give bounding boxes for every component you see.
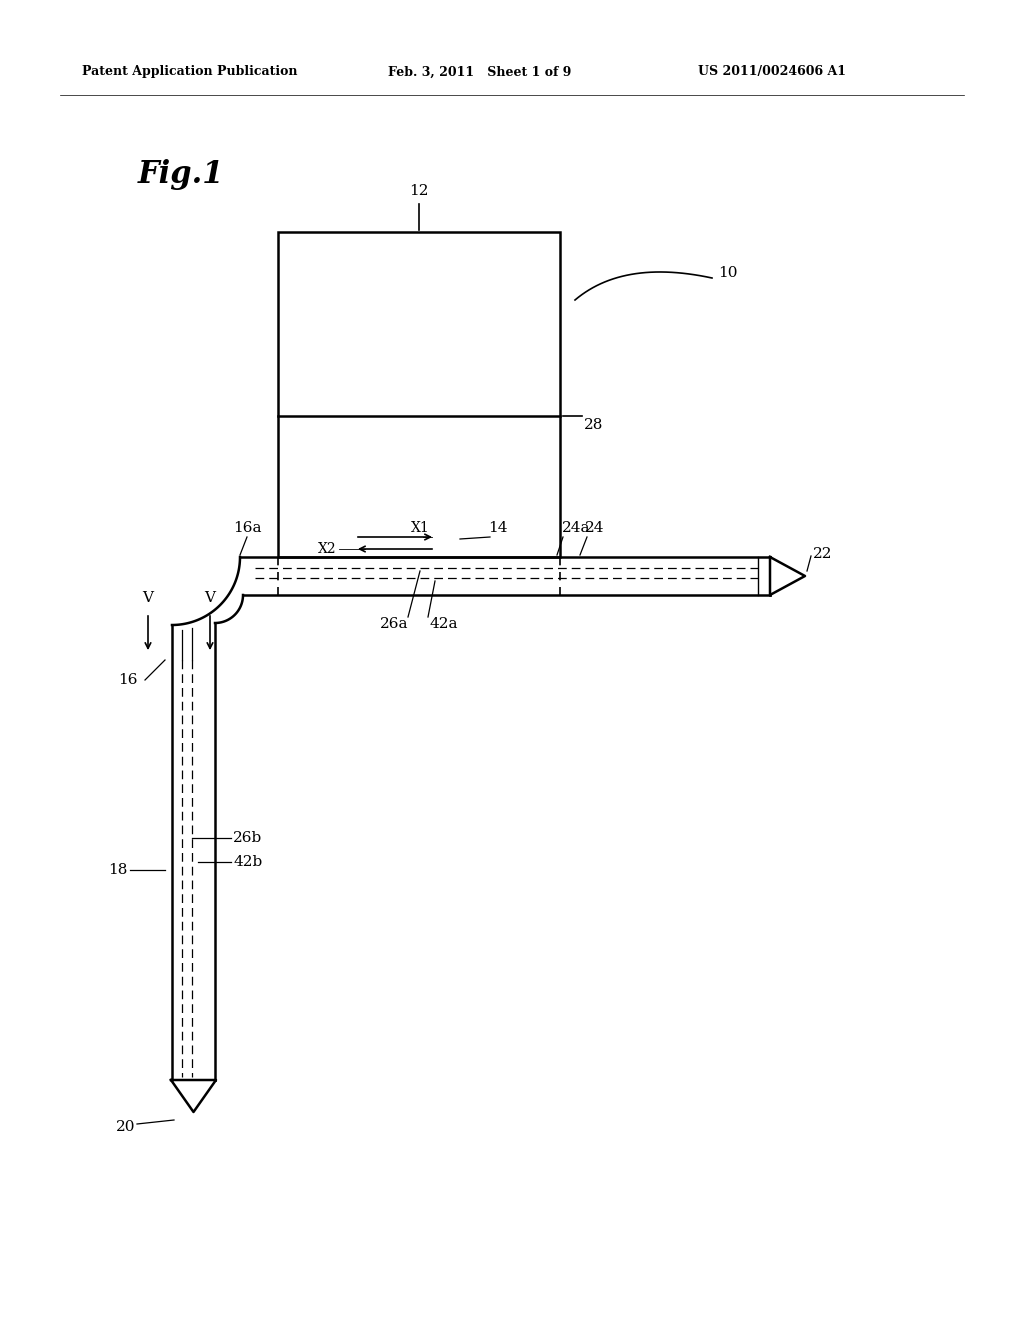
Text: Fig.1: Fig.1	[138, 160, 224, 190]
Text: 18: 18	[109, 863, 128, 876]
Text: 14: 14	[488, 521, 508, 535]
Text: 42a: 42a	[430, 616, 459, 631]
Bar	[278, 232, 560, 557]
Text: 16a: 16a	[232, 521, 261, 535]
Polygon shape	[171, 1080, 216, 1111]
Text: 42b: 42b	[233, 855, 262, 869]
Text: 26a: 26a	[380, 616, 408, 631]
Text: US 2011/0024606 A1: US 2011/0024606 A1	[698, 66, 846, 78]
Text: Feb. 3, 2011   Sheet 1 of 9: Feb. 3, 2011 Sheet 1 of 9	[388, 66, 571, 78]
Text: 10: 10	[718, 267, 737, 280]
Text: 16: 16	[118, 673, 137, 686]
Text: 22: 22	[813, 546, 833, 561]
Text: 26b: 26b	[233, 832, 262, 845]
Text: 24: 24	[585, 521, 604, 535]
Text: V: V	[205, 591, 215, 605]
Text: X1: X1	[412, 521, 430, 535]
Text: 20: 20	[116, 1119, 135, 1134]
Text: V: V	[142, 591, 154, 605]
Text: 24a: 24a	[562, 521, 591, 535]
Text: 12: 12	[410, 183, 429, 198]
Polygon shape	[770, 557, 805, 595]
Text: X2: X2	[318, 543, 337, 556]
Text: Patent Application Publication: Patent Application Publication	[82, 66, 298, 78]
Text: 28: 28	[584, 417, 603, 432]
